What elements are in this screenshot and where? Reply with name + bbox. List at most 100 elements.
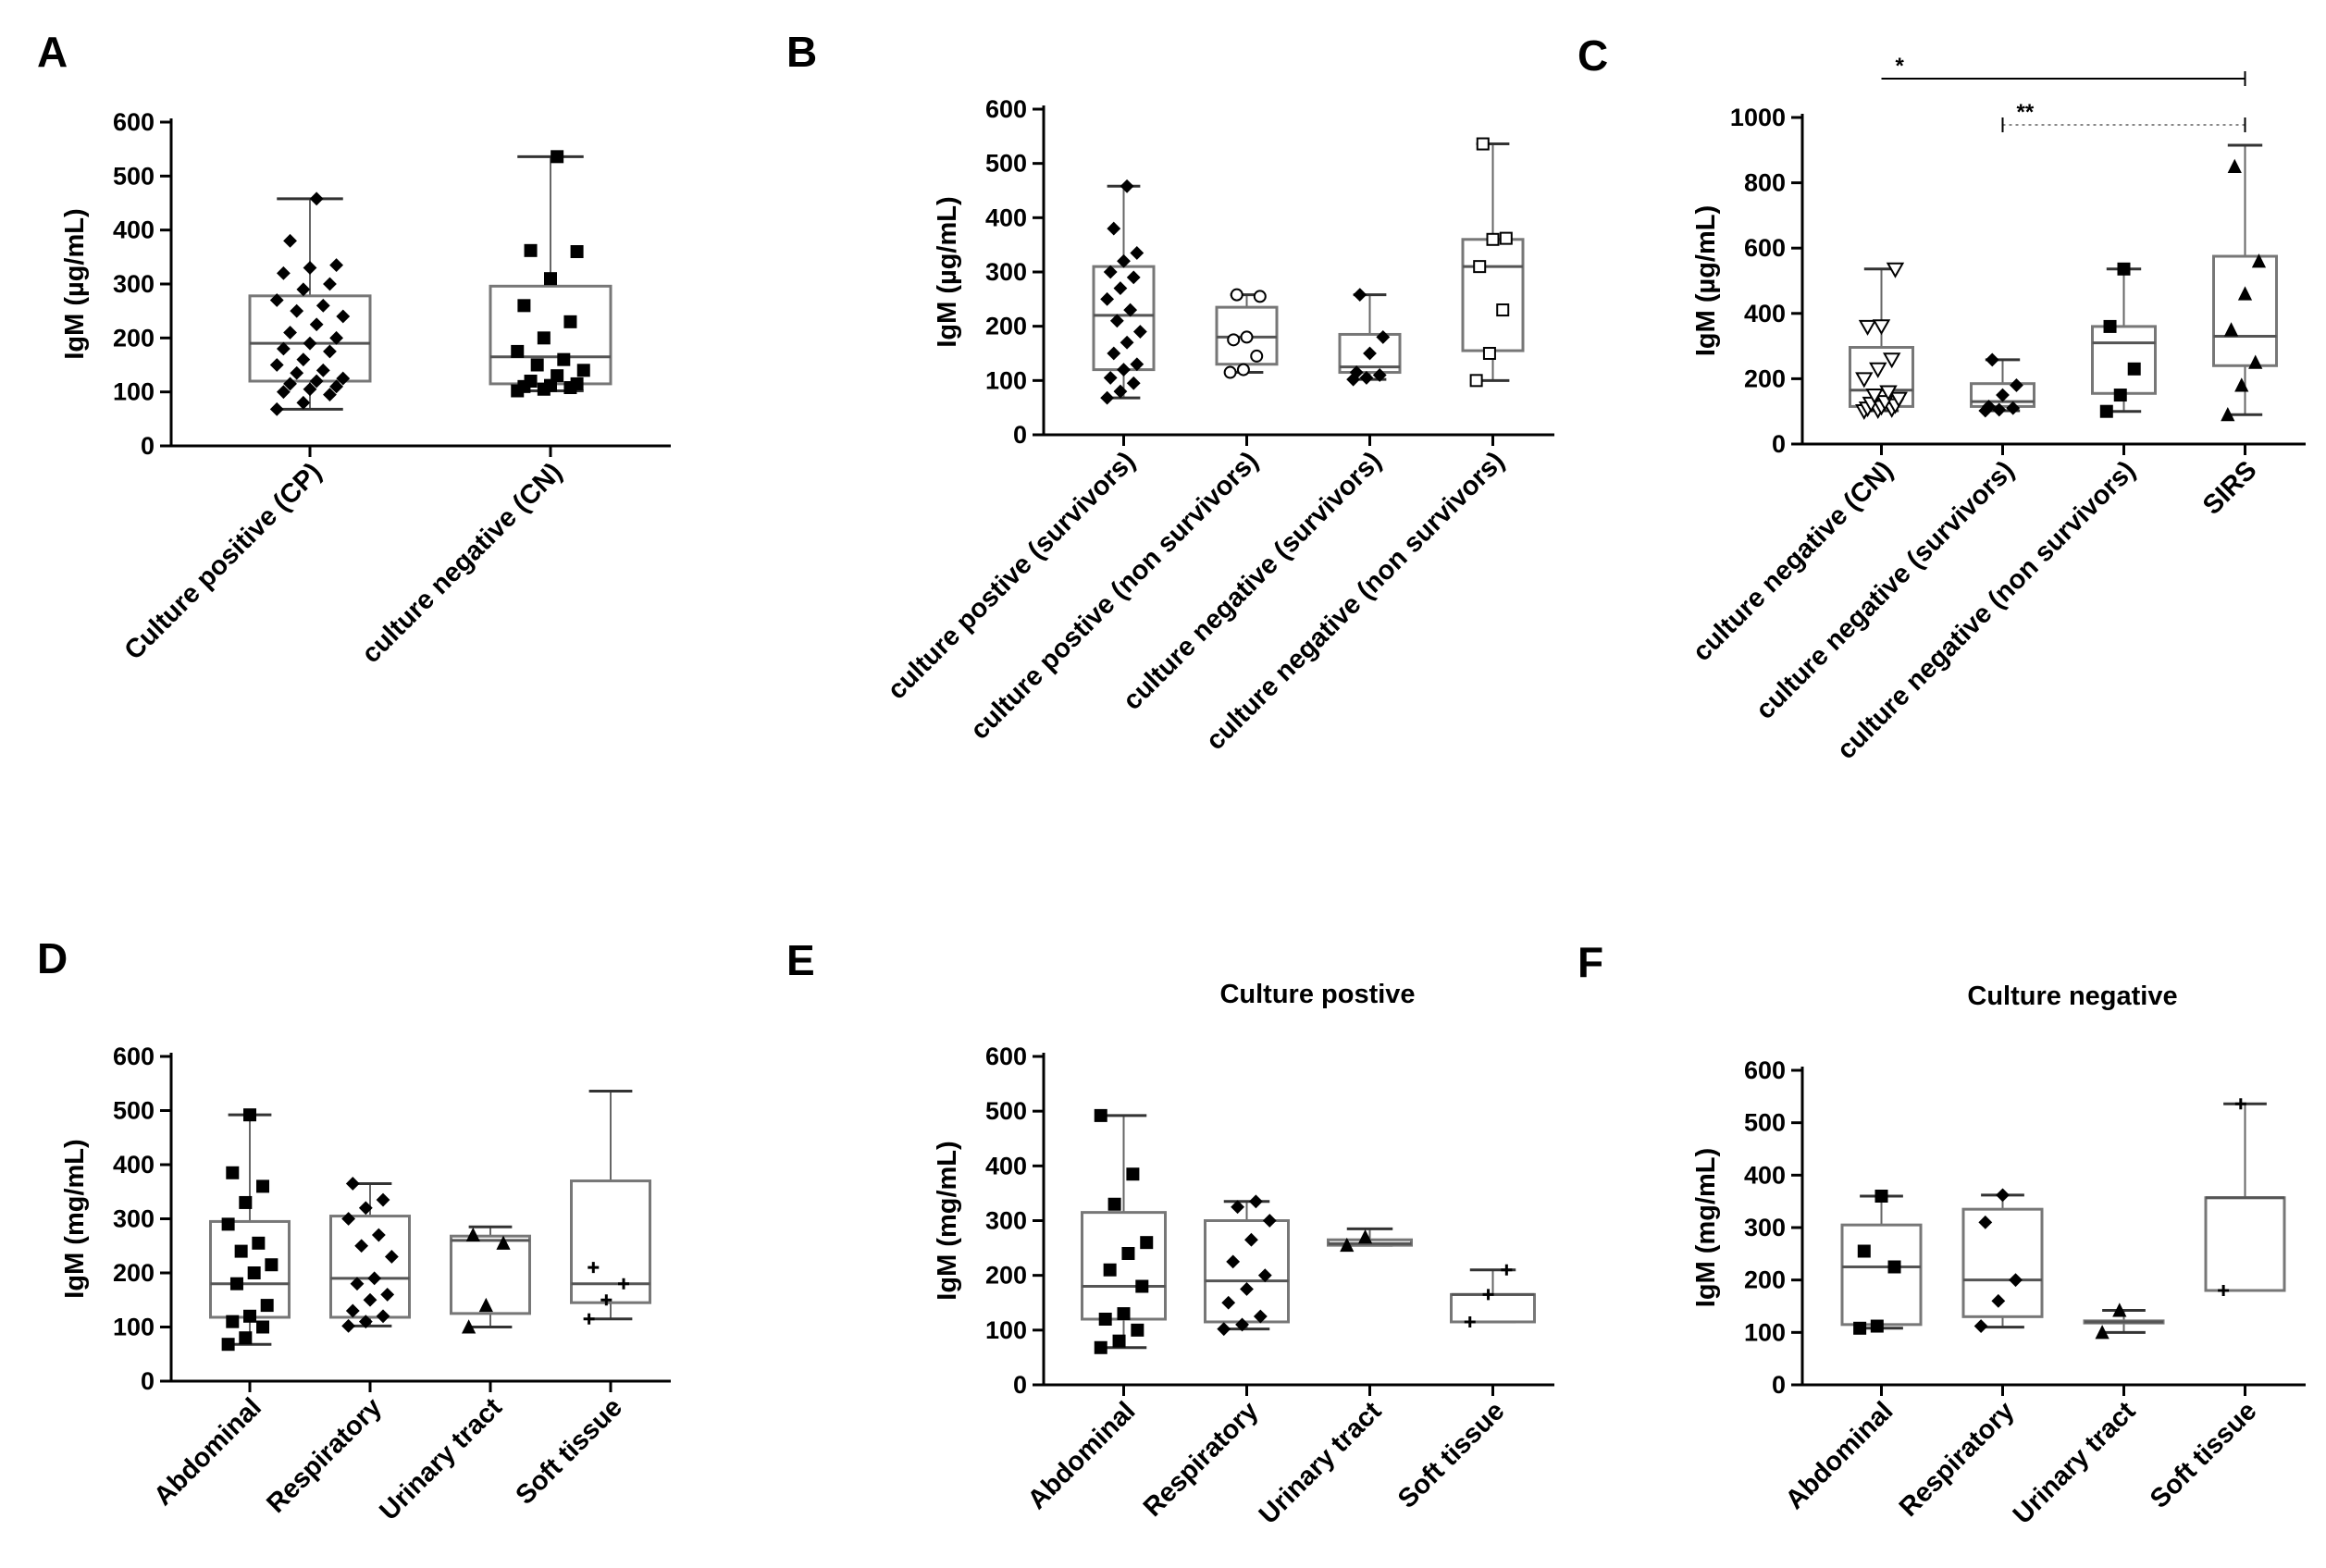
- data-point: [1253, 1309, 1268, 1324]
- data-point: [1248, 1194, 1263, 1209]
- data-point: [1103, 265, 1118, 279]
- data-point: [1094, 1340, 1107, 1354]
- significance-label: *: [1896, 54, 1905, 79]
- data-point: [465, 1227, 480, 1242]
- iqr-box: [2204, 1196, 2286, 1292]
- data-point: [2009, 1273, 2023, 1288]
- data-point: [1100, 390, 1115, 405]
- data-point: [1227, 333, 1241, 347]
- data-point: [1126, 376, 1141, 390]
- data-point: [1991, 1293, 2006, 1308]
- y-tick-label: 0: [1772, 1371, 1786, 1399]
- y-tick-label: 500: [113, 162, 155, 190]
- data-point: [2117, 262, 2131, 276]
- data-point: [371, 1228, 386, 1242]
- data-point: [358, 1315, 373, 1329]
- y-tick-label: 400: [985, 204, 1027, 231]
- data-point: [1853, 1321, 1867, 1335]
- data-point: [1126, 270, 1141, 285]
- panel-f: F Culture negative 0 100 200 300 400 500 600 IgM …: [1577, 938, 2306, 1530]
- y-tick-label: 300: [985, 1207, 1027, 1235]
- data-point: [290, 365, 304, 380]
- y-tick-label: 100: [985, 1316, 1027, 1344]
- data-point: [309, 317, 324, 332]
- y-tick-label: 300: [113, 1205, 155, 1233]
- data-point: [1094, 1108, 1107, 1122]
- data-point: [2006, 401, 2021, 415]
- data-point: [341, 1318, 356, 1333]
- y-tick-label: 400: [113, 1151, 155, 1179]
- data-point: [256, 1179, 270, 1193]
- y-tick-label: 0: [1013, 421, 1027, 449]
- y-tick-label: 100: [113, 1314, 155, 1341]
- data-point: [1250, 349, 1264, 363]
- data-point: [303, 336, 317, 351]
- data-point: [1882, 352, 1901, 369]
- data-point: [1131, 1323, 1144, 1337]
- y-tick-label: 1000: [1730, 104, 1786, 131]
- data-point: [247, 1266, 261, 1279]
- data-point: [588, 1262, 600, 1274]
- data-point: [276, 341, 291, 356]
- data-point: [462, 1319, 476, 1334]
- category-label: Urinary tract: [1254, 1396, 1388, 1530]
- data-point: [1120, 179, 1134, 193]
- data-point: [1473, 260, 1487, 274]
- y-tick-label: 0: [1772, 430, 1786, 458]
- data-point: [576, 364, 590, 377]
- data-point: [290, 303, 304, 318]
- data-point: [1476, 137, 1490, 151]
- data-point: [354, 1239, 369, 1253]
- data-point: [1244, 1232, 1258, 1247]
- y-tick-label: 600: [113, 1043, 155, 1070]
- data-point: [1240, 330, 1254, 344]
- data-point: [336, 309, 351, 324]
- y-tick-label: 100: [113, 378, 155, 406]
- data-point: [1996, 388, 2010, 402]
- data-point: [551, 150, 564, 164]
- data-point: [2010, 378, 2023, 392]
- y-tick-label: 400: [985, 1152, 1027, 1179]
- y-tick-label: 600: [1744, 1056, 1786, 1084]
- data-point: [221, 1338, 235, 1352]
- data-point: [1223, 365, 1237, 379]
- data-point: [524, 375, 538, 388]
- box-soft-tissue: [2204, 1098, 2286, 1296]
- data-point: [1257, 1268, 1272, 1283]
- box-soft-tissue: [570, 1089, 651, 1325]
- iqr-box: [1840, 1223, 1923, 1327]
- data-point: [296, 282, 311, 297]
- data-point: [570, 245, 584, 258]
- y-tick-label: 600: [985, 95, 1027, 123]
- box-culture-negative-survivors-: [1338, 288, 1402, 387]
- y-tick-label: 500: [1744, 1109, 1786, 1137]
- data-point: [239, 1331, 253, 1345]
- data-point: [1226, 1254, 1241, 1269]
- panel-label: C: [1577, 31, 1608, 80]
- iqr-box: [2212, 254, 2278, 367]
- data-point: [1886, 262, 1905, 278]
- data-point: [1501, 1264, 1513, 1276]
- data-point: [1100, 291, 1115, 306]
- y-tick-label: 200: [985, 1262, 1027, 1290]
- data-point: [336, 371, 351, 386]
- data-point: [517, 299, 531, 313]
- data-point: [226, 1166, 240, 1179]
- data-point: [478, 1297, 493, 1313]
- y-tick-label: 600: [113, 108, 155, 136]
- data-point: [1103, 1263, 1117, 1277]
- data-point: [496, 1235, 511, 1250]
- data-point: [376, 1309, 390, 1324]
- data-point: [283, 377, 297, 391]
- data-point: [1123, 302, 1138, 317]
- data-point: [583, 1313, 595, 1325]
- data-point: [1126, 1167, 1140, 1181]
- panel-label: E: [786, 936, 815, 984]
- panel-e: E Culture postive 0 100 200 300 400 500 600 IgM (…: [786, 936, 1554, 1530]
- data-point: [1130, 357, 1144, 372]
- box-respiratory: [329, 1177, 411, 1333]
- data-point: [358, 1201, 373, 1216]
- data-point: [221, 1217, 235, 1231]
- data-point: [511, 344, 525, 358]
- data-point: [2103, 319, 2117, 333]
